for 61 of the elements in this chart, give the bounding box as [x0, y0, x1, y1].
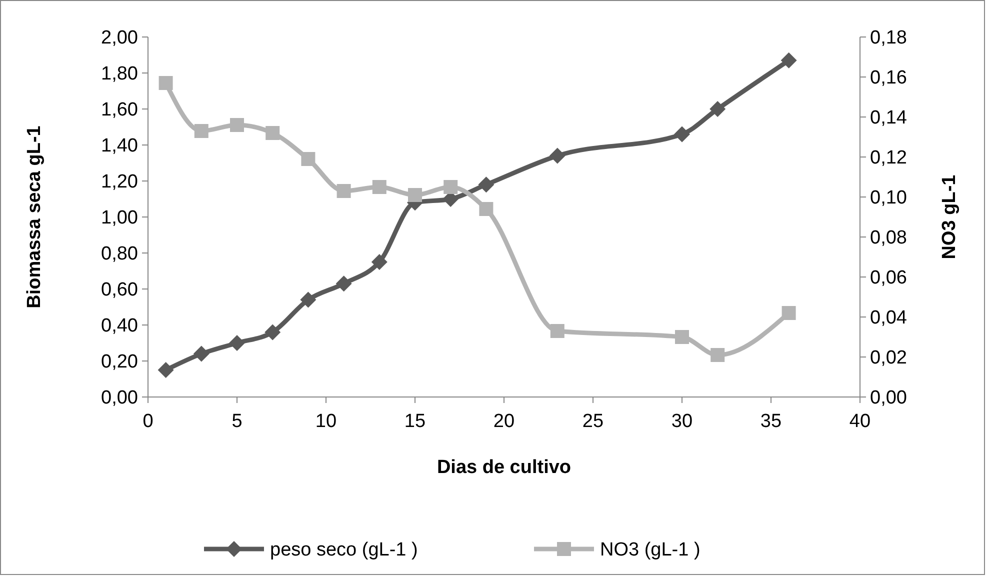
point: [710, 101, 726, 117]
point: [264, 324, 281, 340]
point: [549, 148, 566, 164]
y2-tick-label: 0,18: [870, 28, 907, 49]
point: [674, 126, 690, 142]
y-tick-label: 2,00: [101, 28, 138, 49]
point: [336, 276, 352, 292]
y2-tick-label: 0,12: [870, 148, 907, 169]
point: [371, 254, 388, 270]
y-tick-label: 0,00: [101, 388, 138, 409]
x-tick-label: 25: [582, 411, 604, 432]
point: [229, 335, 245, 351]
point: [193, 346, 210, 362]
legend-label: peso seco (gL-1 ): [270, 540, 418, 561]
point: [444, 180, 458, 194]
y-tick-label: 0,80: [101, 244, 138, 265]
y2-tick-label: 0,04: [870, 308, 908, 329]
point: [158, 362, 174, 378]
y-axis-title: Biomassa seca gL-1: [24, 125, 45, 308]
y-tick-label: 0,60: [101, 280, 138, 301]
point: [301, 152, 316, 166]
point: [550, 324, 564, 338]
x-axis-title: Dias de cultivo: [436, 457, 572, 478]
y-tick-label: 0,20: [101, 352, 138, 373]
y-tick-label: 1,80: [101, 64, 138, 85]
point: [336, 184, 351, 198]
y2-tick-label: 0,08: [870, 228, 907, 249]
x-tick-label: 20: [493, 411, 515, 432]
point: [782, 306, 796, 320]
y2-tick-label: 0,16: [870, 68, 907, 89]
point: [372, 180, 386, 194]
y-tick-label: 1,40: [101, 136, 138, 157]
y-tick-label: 1,00: [101, 208, 138, 229]
point: [158, 76, 173, 90]
x-tick-label: 15: [404, 411, 426, 432]
x-tick-label: 0: [142, 411, 154, 432]
point: [408, 188, 422, 202]
x-tick-label: 5: [232, 411, 242, 432]
y2-axis-title: NO3 gL-1: [939, 174, 960, 260]
point: [478, 176, 494, 193]
point: [780, 52, 797, 68]
point: [479, 202, 494, 216]
y2-tick-label: 0,02: [870, 348, 907, 369]
y2-tick-label: 0,06: [870, 268, 907, 289]
y-tick-label: 0,40: [101, 316, 138, 337]
point: [300, 292, 316, 308]
point: [675, 330, 689, 344]
y2-tick-label: 0,00: [870, 388, 907, 409]
point: [194, 124, 208, 138]
point: [266, 126, 280, 140]
y2-tick-label: 0,10: [870, 188, 907, 209]
legend-label: NO3 (gL-1 ): [600, 540, 700, 561]
x-tick-label: 35: [760, 411, 782, 432]
y2-tick-label: 0,14: [870, 108, 908, 129]
x-tick-label: 10: [315, 411, 337, 432]
x-tick-label: 30: [671, 411, 693, 432]
x-tick-label: 40: [849, 411, 871, 432]
point: [230, 118, 244, 132]
point: [710, 348, 725, 362]
y-tick-label: 1,60: [101, 100, 138, 121]
y-tick-label: 1,20: [101, 172, 138, 193]
